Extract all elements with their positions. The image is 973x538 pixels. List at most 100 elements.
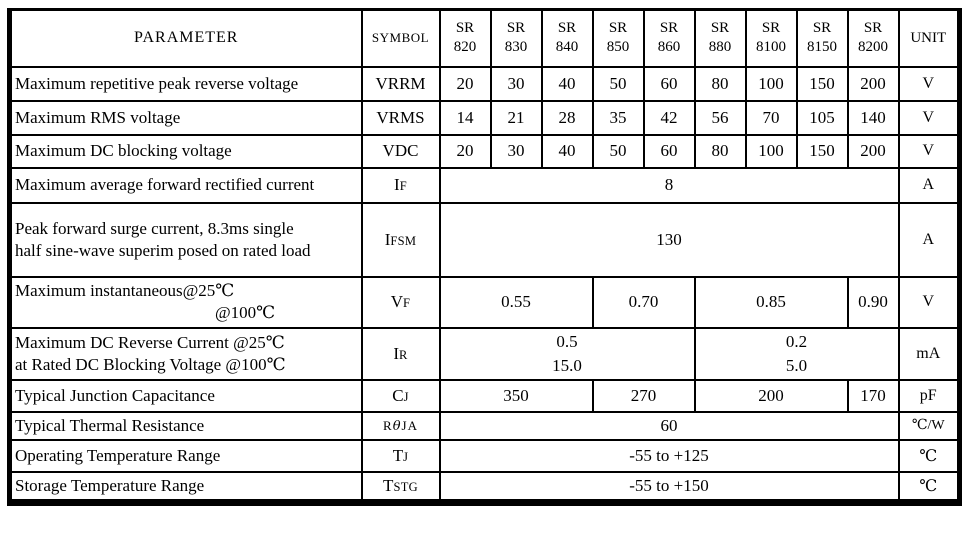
part-prefix: SR	[608, 20, 628, 37]
col-header-part-880: SR 880	[693, 8, 747, 68]
value-cell: 8	[438, 166, 900, 204]
unit-cell: V	[897, 65, 961, 102]
value-cell: 200	[846, 65, 900, 102]
value-cell: 40	[540, 65, 594, 102]
row-vf: Maximum instantaneous@25℃ @100℃ VF 0.55 0.70…	[8, 275, 961, 329]
value-line: 5.0	[785, 355, 808, 375]
table-header: PARAMETER SYMBOL SR 820 SR 830 SR 840 SR 850 SR 860…	[8, 8, 961, 68]
symbol-segment: V	[382, 141, 395, 160]
symbol-segment: I	[394, 175, 400, 194]
symbol-cell: VRMS	[360, 99, 441, 136]
symbol-cell: RθJA	[360, 410, 441, 441]
unit-cell: A	[897, 201, 961, 278]
col-header-symbol: SYMBOL	[360, 8, 441, 68]
symbol-segment: θ	[392, 418, 402, 434]
header-row: PARAMETER SYMBOL SR 820 SR 830 SR 840 SR 850 SR 860…	[8, 8, 961, 68]
parameter-cell: Typical Thermal Resistance	[8, 410, 363, 441]
value-cell: -55 to +150	[438, 470, 900, 504]
part-prefix: SR	[557, 20, 577, 37]
parameter-cell: Maximum RMS voltage	[8, 99, 363, 136]
symbol-segment: R	[383, 417, 393, 433]
symbol-segment: STG	[393, 479, 418, 494]
row-tj: Operating Temperature Range TJ -55 to +125…	[8, 438, 961, 473]
value-cell: -55 to +125	[438, 438, 900, 473]
col-header-unit: UNIT	[897, 8, 961, 68]
parameter-line: Typical Junction Capacitance	[15, 385, 215, 405]
symbol-cell: VDC	[360, 133, 441, 169]
value-cell: 350	[438, 378, 594, 413]
part-number: 850	[606, 39, 630, 56]
unit-cell: V	[897, 99, 961, 136]
col-header-part-8150: SR 8150	[795, 8, 849, 68]
parameter-line: Maximum average forward rectified curren…	[15, 175, 315, 194]
value-cell: 170	[846, 378, 900, 413]
symbol-segment: RRM	[387, 73, 426, 93]
value-cell: 56	[693, 99, 747, 136]
row-vrrm: Maximum repetitive peak reverse voltage V…	[8, 65, 961, 102]
symbol-segment: I	[384, 229, 391, 249]
value-cell: 21	[489, 99, 543, 136]
row-vdc: Maximum DC blocking voltage VDC 20 30 40 50 60…	[8, 133, 961, 169]
parameter-cell: Operating Temperature Range	[8, 438, 363, 473]
row-vrms: Maximum RMS voltage VRMS 14 21 28 35 42 56 70 105…	[8, 99, 961, 136]
col-header-parameter: PARAMETER	[8, 8, 363, 68]
value-cell: 0.55	[438, 275, 594, 329]
parameter-line: at Rated DC Blocking Voltage @100℃	[15, 354, 286, 374]
value-line: 0.2	[785, 331, 808, 351]
value-cell: 50	[591, 133, 645, 169]
value-cell: 42	[642, 99, 696, 136]
col-header-part-820: SR 820	[438, 8, 492, 68]
symbol-segment: RMS	[388, 107, 425, 127]
row-tstg: Storage Temperature Range TSTG -55 to +150…	[8, 470, 961, 504]
parameter-cell: Peak forward surge current, 8.3ms single…	[8, 201, 363, 278]
part-number: 8100	[756, 39, 786, 56]
part-prefix: SR	[455, 20, 475, 37]
unit-cell: V	[897, 133, 961, 169]
value-cell: 50	[591, 65, 645, 102]
symbol-segment: JA	[401, 417, 418, 433]
symbol-segment: T	[392, 445, 404, 465]
value-cell: 0.90	[846, 275, 900, 329]
parameter-line: Maximum RMS voltage	[15, 107, 181, 127]
symbol-segment: F	[399, 179, 407, 193]
value-cell: 0.2 5.0	[693, 326, 900, 381]
value-line: 0.5	[556, 331, 578, 351]
value-cell: 30	[489, 133, 543, 169]
value-line: 15.0	[552, 355, 582, 375]
symbol-segment: DC	[394, 141, 419, 160]
col-header-part-840: SR 840	[540, 8, 594, 68]
symbol-cell: IF	[360, 166, 441, 204]
symbol-cell: CJ	[360, 378, 441, 413]
row-ifsm: Peak forward surge current, 8.3ms single…	[8, 201, 961, 278]
value-cell: 80	[693, 65, 747, 102]
symbol-segment: F	[403, 296, 411, 310]
value-cell: 150	[795, 65, 849, 102]
unit-cell: pF	[897, 378, 961, 413]
symbol-cell: TSTG	[360, 470, 441, 504]
part-number: 830	[504, 39, 528, 56]
unit-cell: V	[897, 275, 961, 329]
col-header-part-850: SR 850	[591, 8, 645, 68]
symbol-segment: V	[390, 292, 403, 311]
symbol-segment: R	[399, 347, 408, 362]
symbol-cell: VRRM	[360, 65, 441, 102]
value-cell: 30	[489, 65, 543, 102]
part-prefix: SR	[812, 20, 832, 37]
parameter-cell: Maximum repetitive peak reverse voltage	[8, 65, 363, 102]
parameter-cell: Maximum DC Reverse Current @25℃ at Rated …	[8, 326, 363, 381]
part-prefix: SR	[761, 20, 781, 37]
parameter-line: @100℃	[215, 303, 276, 322]
value-cell: 80	[693, 133, 747, 169]
table-body: Maximum repetitive peak reverse voltage V…	[8, 65, 961, 504]
part-prefix: SR	[659, 20, 679, 37]
symbol-cell: IR	[360, 326, 441, 381]
unit-cell: ℃/W	[897, 410, 961, 441]
unit-cell: mA	[897, 326, 961, 381]
unit-cell: ℃	[897, 470, 961, 504]
value-cell: 0.70	[591, 275, 696, 329]
value-cell: 28	[540, 99, 594, 136]
parameter-line: Typical Thermal Resistance	[15, 415, 205, 435]
value-cell: 100	[744, 133, 798, 169]
parameter-cell: Storage Temperature Range	[8, 470, 363, 504]
part-prefix: SR	[863, 20, 883, 37]
